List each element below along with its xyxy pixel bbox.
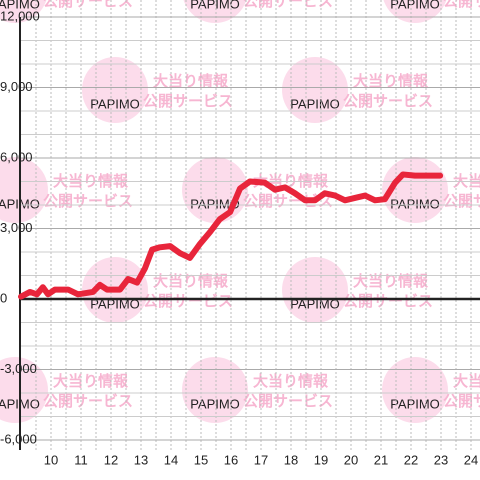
x-tick-label: 12: [104, 452, 118, 467]
watermark-logo: [0, 157, 48, 223]
watermark-logo-text: PAPIMO: [390, 396, 440, 411]
watermark-text: 公開サービス: [243, 393, 333, 410]
watermark-text: 公開サービス: [43, 0, 133, 10]
x-tick-label: 13: [134, 452, 148, 467]
watermark-logo: [382, 357, 448, 423]
x-tick-label: 20: [344, 452, 358, 467]
x-tick-label: 16: [224, 452, 238, 467]
x-tick-label: 21: [374, 452, 388, 467]
watermark-logo: [182, 357, 248, 423]
watermark-logo: [82, 57, 148, 123]
watermark-text: 公開サービス: [43, 393, 133, 410]
x-tick-label: 22: [404, 452, 418, 467]
watermark-text: 公開サービス: [343, 293, 433, 310]
watermark-text: 公開サービス: [343, 93, 433, 110]
watermark-text: 大当り情報: [153, 272, 229, 290]
watermark-text: 大当り情報: [353, 272, 429, 290]
watermark-logo-text: PAPIMO: [190, 196, 240, 211]
x-tick-label: 14: [164, 452, 178, 467]
y-tick-label: 12,000: [0, 8, 40, 23]
watermark-logo-text: PAPIMO: [90, 96, 140, 111]
watermark-logo: [282, 57, 348, 123]
y-tick-label: 6,000: [0, 149, 33, 164]
y-tick-label: -6,000: [0, 431, 37, 446]
x-tick-label: 11: [74, 452, 88, 467]
x-tick-label: 18: [284, 452, 298, 467]
x-tick-label: 10: [44, 452, 58, 467]
watermark-text: 大当り情報: [53, 372, 129, 390]
watermark-text: 公開サービス: [243, 193, 333, 210]
watermark-logo: [0, 0, 47, 23]
watermark-text: 公開サービス: [143, 293, 233, 310]
watermark-logo-text: PAPIMO: [190, 0, 240, 11]
watermark-text: 大当り情報: [453, 372, 480, 390]
x-tick-label: 15: [194, 452, 208, 467]
y-tick-label: 9,000: [0, 79, 33, 94]
watermark-text: 公開サービス: [443, 393, 480, 410]
x-tick-label: 17: [254, 452, 268, 467]
watermark-logo-text: PAPIMO: [390, 0, 440, 11]
watermark-text: 公開サービス: [143, 93, 233, 110]
watermark-logo-text: PAPIMO: [390, 196, 440, 211]
watermark-logo: [282, 257, 348, 323]
watermark-text: 大当り情報: [453, 172, 480, 190]
watermark-text: 公開サービス: [43, 193, 133, 210]
watermark-text: 大当り情報: [353, 72, 429, 90]
watermark-text: 公開サービス: [443, 193, 480, 210]
watermark-text: 公開サービス: [243, 0, 333, 10]
x-tick-label: 24: [464, 452, 478, 467]
watermark-logo-text: PAPIMO: [0, 0, 40, 11]
watermark-logo-text: PAPIMO: [290, 96, 340, 111]
y-tick-label: 3,000: [0, 220, 33, 235]
data-line: [18, 171, 444, 300]
watermark-text: 大当り情報: [153, 72, 229, 90]
x-tick-label: 23: [434, 452, 448, 467]
watermark-text: 大当り情報: [53, 172, 129, 190]
y-tick-label: -3,000: [0, 361, 37, 376]
x-tick-label: 19: [314, 452, 328, 467]
watermark-logo-text: PAPIMO: [190, 396, 240, 411]
y-tick-label: 0: [0, 290, 7, 305]
watermark-text: 公開サービス: [443, 0, 480, 10]
